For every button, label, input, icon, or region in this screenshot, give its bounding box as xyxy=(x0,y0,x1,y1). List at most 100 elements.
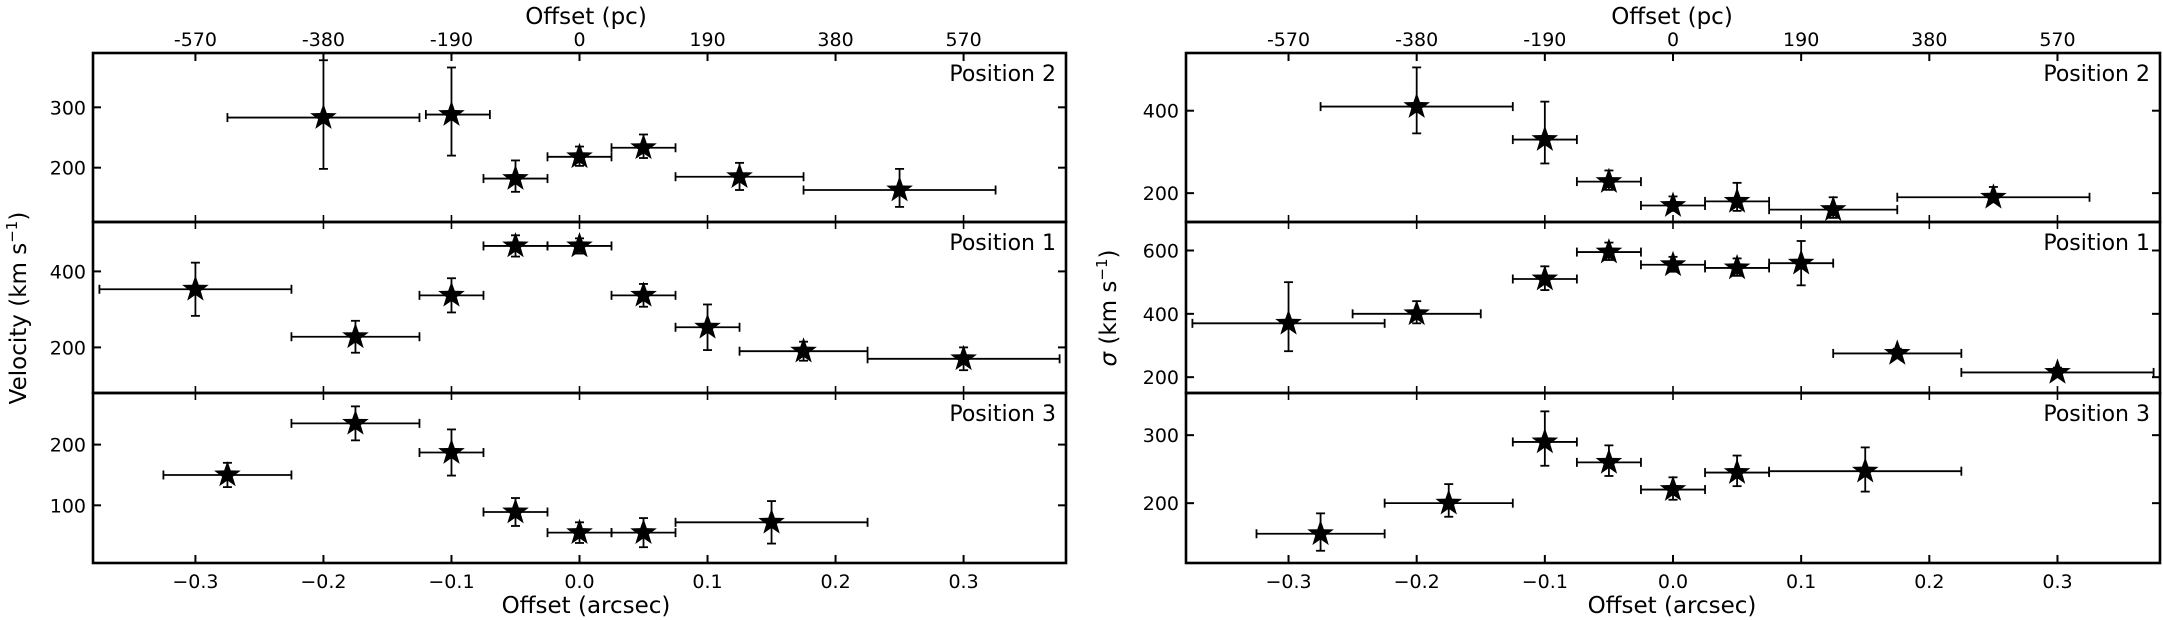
right-data-point xyxy=(1896,183,2091,209)
right-data-point xyxy=(1768,240,1835,287)
left-top-tick-label: 0 xyxy=(573,29,585,51)
left-top-tick-label: 570 xyxy=(945,29,981,51)
star-marker xyxy=(1435,489,1463,515)
right-y-tick-label: 400 xyxy=(1143,304,1179,326)
star-marker xyxy=(1723,458,1751,484)
star-marker xyxy=(694,313,721,339)
bottom-axis-title-left: Offset (arcsec) xyxy=(502,593,671,619)
y-axis-title-left: Velocity (km s−1) xyxy=(3,212,32,405)
right-data-point xyxy=(1640,475,1706,501)
left-bottom-tick-label: −0.1 xyxy=(428,571,474,593)
right-data-point xyxy=(1511,265,1578,291)
left-data-point xyxy=(674,161,805,191)
right-bottom-tick-label: −0.2 xyxy=(1394,571,1440,593)
left-panel-label: Position 3 xyxy=(949,402,1056,427)
left-top-tick-label: -380 xyxy=(302,29,345,51)
star-marker xyxy=(758,508,785,534)
left-data-point xyxy=(610,133,677,160)
left-panel-1: 200 300 Position 2 xyxy=(50,51,1068,224)
left-panel-3: 100 200 Position 3 xyxy=(50,391,1068,565)
star-marker xyxy=(438,100,465,126)
star-marker xyxy=(1595,238,1623,264)
left-y-tick-label: 400 xyxy=(50,261,86,283)
right-panel-2: 200 400 600 Position 1 xyxy=(1143,220,2162,395)
left-data-point xyxy=(674,303,741,351)
left-data-point xyxy=(546,231,613,258)
right-y-tick-label: 200 xyxy=(1143,493,1179,515)
right-data-point xyxy=(1768,446,1963,493)
right-data-point xyxy=(1960,358,2155,384)
star-marker xyxy=(2044,358,2071,384)
right-panel-label: Position 1 xyxy=(2043,231,2150,256)
left-bottom-tick-label: 0.1 xyxy=(692,571,722,593)
right-data-point xyxy=(1511,410,1578,467)
left-data-point xyxy=(418,277,485,314)
right-data-point xyxy=(1575,238,1642,264)
star-marker xyxy=(630,281,657,307)
right-bottom-tick-label: −0.3 xyxy=(1265,571,1311,593)
right-bottom-tick-label: 0.2 xyxy=(1914,571,1944,593)
left-data-point xyxy=(98,261,293,317)
right-data-point xyxy=(1704,181,1771,213)
right-data-point xyxy=(1575,444,1642,477)
star-marker xyxy=(1787,249,1815,275)
star-marker xyxy=(1275,309,1302,335)
right-data-point xyxy=(1511,100,1578,165)
star-marker xyxy=(1659,475,1687,501)
right-y-tick-label: 400 xyxy=(1143,101,1179,123)
right-data-point xyxy=(1319,66,1514,135)
left-data-point xyxy=(674,500,869,545)
star-marker xyxy=(1531,125,1559,151)
left-bottom-tick-label: −0.3 xyxy=(172,571,218,593)
right-top-tick-label: -570 xyxy=(1267,29,1310,51)
left-panel-2: 200 400 Position 1 xyxy=(50,220,1068,395)
left-data-point xyxy=(418,428,485,477)
right-y-tick-label: 600 xyxy=(1143,241,1179,263)
star-marker xyxy=(1595,167,1623,193)
left-bottom-tick-label: 0.2 xyxy=(820,571,850,593)
star-marker xyxy=(1883,339,1911,365)
right-data-point xyxy=(1575,167,1642,193)
right-top-tick-label: 570 xyxy=(2039,29,2075,51)
star-marker xyxy=(1531,265,1559,291)
star-marker xyxy=(342,322,369,349)
top-axis-title-right: Offset (pc) xyxy=(1611,4,1733,30)
star-marker xyxy=(182,275,209,301)
bottom-axis-title-right: Offset (arcsec) xyxy=(1588,593,1757,619)
star-marker xyxy=(1307,519,1334,546)
left-data-point xyxy=(290,319,421,354)
right-data-point xyxy=(1255,512,1386,552)
right-top-tick-label: -190 xyxy=(1523,29,1566,51)
right-y-tick-label: 300 xyxy=(1143,425,1179,447)
star-marker xyxy=(886,176,913,202)
right-panel-1: 200 400 Position 2 xyxy=(1143,51,2162,224)
left-y-tick-label: 200 xyxy=(50,435,86,457)
left-data-point xyxy=(482,159,549,193)
right-top-tick-label: 380 xyxy=(1911,29,1947,51)
star-marker xyxy=(1819,195,1847,221)
right-panel-frame xyxy=(1184,391,2162,565)
right-data-point xyxy=(1704,253,1771,280)
left-panel-label: Position 1 xyxy=(949,231,1056,256)
top-axis-title-left: Offset (pc) xyxy=(525,4,647,30)
left-data-point xyxy=(610,281,677,308)
star-marker xyxy=(1659,250,1687,277)
star-marker xyxy=(310,103,337,129)
star-marker xyxy=(1659,191,1687,217)
left-data-point xyxy=(424,66,491,157)
right-panel-label: Position 3 xyxy=(2043,402,2150,427)
star-marker xyxy=(1531,427,1559,454)
left-data-point xyxy=(802,167,997,208)
right-top-tick-label: -380 xyxy=(1395,29,1438,51)
left-data-point xyxy=(162,460,293,489)
star-marker xyxy=(502,164,529,190)
right-y-tick-label: 200 xyxy=(1143,183,1179,205)
left-y-tick-label: 200 xyxy=(50,158,86,180)
left-data-point xyxy=(738,337,869,363)
star-marker xyxy=(726,162,753,189)
star-marker xyxy=(438,281,465,307)
right-data-point xyxy=(1191,281,1386,353)
right-data-point xyxy=(1704,454,1771,488)
left-y-tick-label: 200 xyxy=(50,337,86,359)
left-panel-frame xyxy=(91,391,1068,565)
